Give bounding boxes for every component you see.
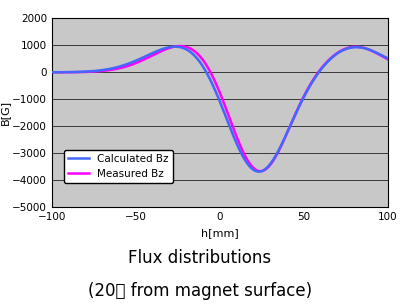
Text: Flux distributions: Flux distributions (128, 249, 272, 267)
Y-axis label: B[G]: B[G] (0, 100, 10, 125)
Text: (20㎡ from magnet surface): (20㎡ from magnet surface) (88, 282, 312, 300)
X-axis label: h[mm]: h[mm] (201, 228, 239, 238)
Legend: Calculated Bz, Measured Bz: Calculated Bz, Measured Bz (64, 150, 173, 183)
